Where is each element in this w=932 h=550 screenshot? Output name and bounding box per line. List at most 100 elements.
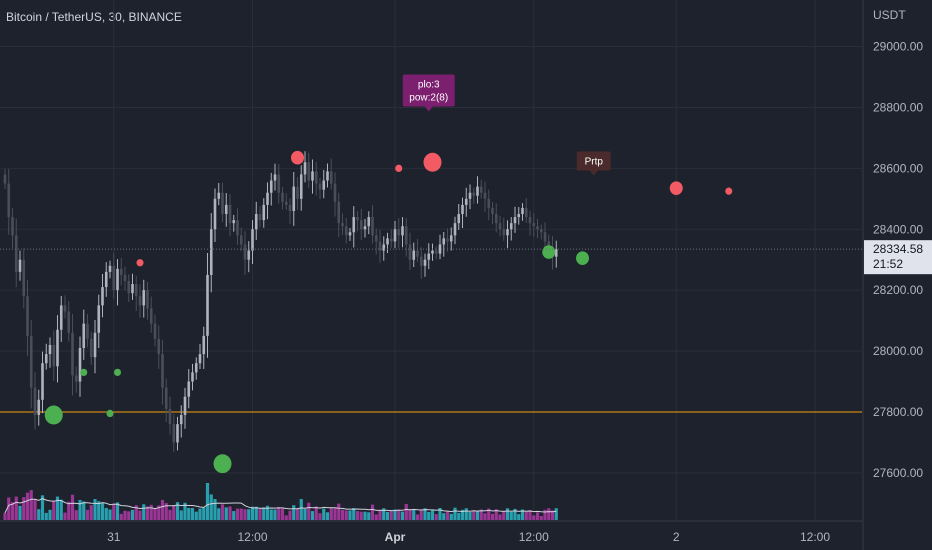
candle-body — [536, 226, 539, 230]
candle-body — [172, 424, 176, 443]
volume-bar — [7, 497, 11, 520]
volume-bar — [85, 509, 90, 520]
bull-signal-marker — [114, 368, 121, 377]
candle-body — [41, 363, 44, 400]
volume-bar — [37, 509, 41, 520]
volume-bar — [363, 511, 367, 520]
candle-body — [146, 290, 149, 309]
candle-body — [449, 235, 453, 242]
volume-bar — [535, 512, 540, 520]
candle-body — [371, 217, 374, 236]
volume-bar — [468, 511, 472, 520]
volume-bar — [505, 508, 510, 520]
volume-bar — [288, 510, 292, 520]
volume-bar — [292, 505, 296, 520]
candle-body — [284, 201, 288, 205]
volume-bar — [108, 509, 112, 520]
candle-body — [393, 229, 397, 242]
volume-bar — [145, 506, 150, 520]
candle-body — [457, 214, 461, 224]
volume-ma-line — [4, 498, 557, 514]
volume-bar — [449, 513, 453, 520]
volume-bar — [115, 502, 120, 520]
last-price-label: 28334.58 — [873, 242, 923, 256]
volume-bar — [307, 502, 311, 520]
candle-body — [11, 217, 14, 236]
candle-body — [318, 183, 322, 190]
candle-body — [22, 259, 26, 297]
candle-body — [554, 249, 558, 257]
volume-bar — [217, 508, 221, 520]
volume-bar — [370, 504, 375, 520]
volume-bar — [100, 502, 105, 520]
volume-bar — [367, 512, 371, 520]
candle-body — [539, 229, 543, 233]
candle-body — [513, 217, 517, 224]
candle-body — [138, 296, 142, 306]
volume-bar — [247, 509, 251, 520]
candle-body — [104, 271, 108, 288]
candle-body — [228, 204, 232, 224]
candle-body — [116, 268, 119, 291]
bull-signal-marker — [576, 251, 589, 266]
candle-body — [251, 229, 254, 251]
candle-body — [427, 253, 431, 260]
candle-body — [528, 217, 532, 224]
volume-bar — [374, 514, 378, 520]
candle-body — [344, 226, 348, 236]
volume-bar — [325, 512, 330, 520]
volume-bar — [59, 499, 63, 520]
volume-bar — [445, 511, 450, 520]
volume-bar — [378, 509, 382, 520]
volume-bar — [520, 509, 525, 520]
volume-bar — [183, 502, 187, 520]
volume-bar — [82, 501, 86, 520]
bear-signal-marker — [291, 150, 304, 165]
candle-body — [18, 259, 22, 272]
volume-bar — [393, 509, 397, 520]
candle-body — [74, 375, 78, 382]
candle-body — [236, 220, 239, 236]
volume-bar — [18, 505, 22, 520]
volume-bar — [52, 500, 56, 520]
volume-bar — [340, 509, 345, 520]
candle-body — [112, 265, 116, 291]
candle-body — [416, 250, 419, 257]
volume-bar — [78, 499, 82, 520]
volume-bar — [404, 503, 408, 520]
volume-bar — [284, 515, 288, 520]
volume-bar — [337, 503, 341, 520]
y-tick-label: 28000.00 — [873, 344, 923, 358]
bull-signal-marker — [106, 409, 114, 418]
volume-bar — [228, 506, 232, 520]
candle-body — [337, 201, 341, 224]
volume-bar — [400, 511, 405, 520]
candle-body — [382, 244, 386, 251]
candle-body — [48, 344, 52, 355]
candle-body — [359, 220, 363, 230]
volume-bar — [382, 508, 386, 520]
candle-body — [269, 180, 273, 193]
volume-bar — [25, 492, 30, 520]
volume-bar — [224, 507, 228, 520]
x-tick-label: 12:00 — [800, 530, 830, 544]
candle-body — [52, 344, 56, 367]
volume-bar — [550, 510, 555, 520]
volume-bar — [344, 510, 348, 520]
volume-bar — [123, 510, 127, 520]
volume-bar — [532, 515, 536, 520]
candle-body — [63, 305, 67, 312]
volume-bar — [202, 507, 206, 520]
candle-body — [191, 372, 194, 382]
volume-bar — [93, 499, 97, 520]
volume-bar — [438, 507, 442, 520]
volume-bar — [213, 499, 217, 520]
candle-body — [326, 171, 329, 181]
candle-body — [243, 244, 247, 260]
volume-bar — [134, 505, 138, 520]
candle-body — [401, 226, 404, 236]
volume-bar — [479, 509, 483, 520]
volume-bar — [348, 510, 352, 520]
volume-bar — [494, 509, 498, 520]
